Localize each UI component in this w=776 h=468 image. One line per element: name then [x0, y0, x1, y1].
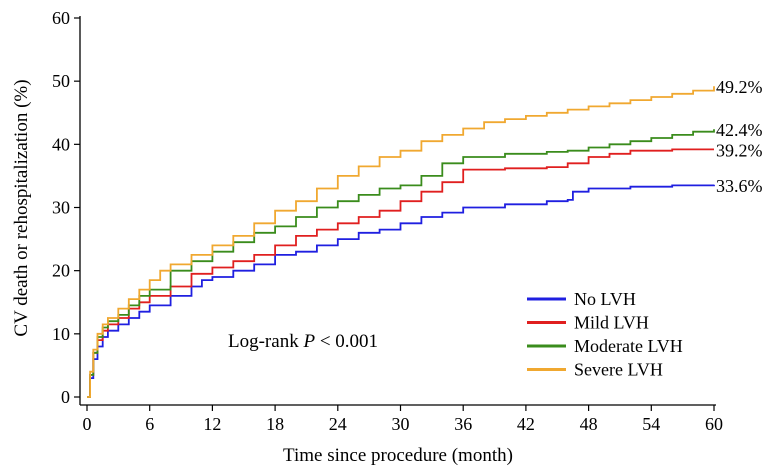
x-tick-label: 48 — [580, 414, 598, 434]
end-label: 33.6% — [716, 176, 763, 196]
x-tick-label: 42 — [517, 414, 535, 434]
x-tick-label: 6 — [145, 414, 154, 434]
end-labels: 33.6% 39.2%42.4% 49.2% — [716, 77, 763, 196]
series-line-severe-lvh — [87, 86, 715, 398]
x-tick-label: 36 — [454, 414, 472, 434]
x-tick-label: 18 — [266, 414, 284, 434]
x-axis-title: Time since procedure (month) — [283, 445, 513, 466]
y-tick-label: 30 — [52, 198, 70, 218]
x-tick-label: 0 — [83, 414, 92, 434]
annotation-prefix: Log-rank — [228, 331, 303, 352]
series-line-moderate-lvh — [87, 129, 715, 398]
x-tick-label: 60 — [705, 414, 723, 434]
x-tick-label: 30 — [392, 414, 410, 434]
legend-label: Severe LVH — [574, 360, 663, 380]
legend-label: Mild LVH — [574, 313, 649, 333]
y-axis-title: CV death or rehospitalization (%) — [11, 79, 32, 336]
end-label: 39.2% — [716, 140, 763, 160]
end-label: 42.4% — [716, 120, 763, 140]
legend-label: Moderate LVH — [574, 336, 683, 356]
series-line-mild-lvh — [87, 148, 714, 398]
y-tick-label: 60 — [52, 8, 70, 28]
log-rank-annotation: Log-rank P < 0.001 — [228, 331, 378, 352]
x-tick-label: 12 — [203, 414, 221, 434]
y-tick-label: 50 — [52, 71, 70, 91]
annotation-italic: P — [302, 331, 315, 352]
end-label: 49.2% — [716, 77, 763, 97]
annotation-suffix: < 0.001 — [315, 331, 378, 352]
legend: No LVH Mild LVH Moderate LVH Severe LVH — [527, 289, 683, 380]
y-tick-label: 0 — [61, 387, 70, 407]
axes: 0 10 20 30 40 50 60 0 6 12 18 24 30 36 42 48 54 60 — [52, 8, 723, 434]
legend-label: No LVH — [574, 289, 636, 309]
series-line-no-lvh — [87, 184, 715, 398]
y-tick-label: 40 — [52, 134, 70, 154]
y-tick-label: 10 — [52, 324, 70, 344]
x-tick-label: 24 — [329, 414, 347, 434]
x-tick-label: 54 — [642, 414, 660, 434]
series-layer — [87, 86, 715, 398]
y-tick-label: 20 — [52, 261, 70, 281]
